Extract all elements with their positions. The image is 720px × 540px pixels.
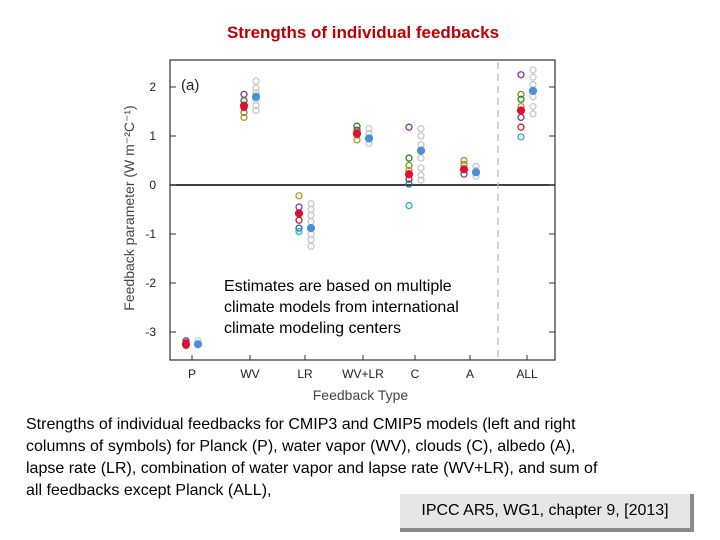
x-axis-label: Feedback Type	[313, 387, 409, 403]
mean-point	[459, 165, 469, 174]
model-point	[417, 164, 425, 172]
y-tick-label: -2	[145, 276, 156, 290]
citation-box: IPCC AR5, WG1, chapter 9, [2013]	[400, 494, 694, 532]
model-point	[517, 133, 525, 141]
model-point	[529, 66, 537, 74]
y-tick-label: 0	[149, 178, 156, 192]
mean-point	[352, 129, 362, 138]
x-tick-label: A	[466, 367, 474, 381]
mean-point	[404, 170, 414, 179]
annotation: Estimates are based on multiple climate …	[224, 276, 504, 339]
annotation-line: climate modeling centers	[224, 320, 401, 337]
mean-point	[193, 340, 203, 349]
mean-point	[239, 101, 249, 110]
mean-point	[306, 224, 316, 233]
mean-point	[294, 209, 304, 218]
model-point	[295, 227, 303, 236]
model-point	[307, 205, 315, 214]
model-point	[517, 90, 525, 98]
panel-label: (a)	[181, 77, 199, 94]
model-point	[529, 80, 537, 89]
model-point	[517, 95, 525, 103]
annotation-line: climate models from international	[224, 299, 459, 316]
model-point	[240, 90, 248, 98]
mean-point	[528, 86, 538, 96]
caption: Strengths of individual feedbacks for CM…	[26, 414, 706, 502]
y-tick-label: -1	[145, 227, 156, 241]
x-tick-label: WV	[240, 367, 259, 381]
model-point	[460, 156, 468, 165]
slide-title: Strengths of individual feedbacks	[226, 23, 500, 42]
model-point	[405, 180, 413, 188]
mean-point	[251, 92, 261, 101]
model-point	[529, 73, 537, 81]
mean-point	[471, 168, 481, 177]
model-point	[405, 154, 413, 162]
mean-point	[181, 340, 191, 349]
caption-line: columns of symbols) for Planck (P), wate…	[26, 438, 576, 455]
x-tick-label: C	[411, 367, 420, 381]
model-point	[417, 176, 425, 184]
model-point	[295, 192, 303, 200]
x-tick-label: LR	[297, 367, 313, 381]
x-tick-label: WV+LR	[342, 367, 384, 381]
model-point	[405, 201, 413, 210]
model-point	[307, 236, 315, 244]
model-point	[417, 132, 425, 140]
model-point	[307, 199, 315, 208]
model-point	[252, 77, 260, 85]
model-point	[252, 106, 260, 115]
caption-line: Strengths of individual feedbacks for CM…	[26, 416, 576, 433]
model-point	[240, 113, 248, 122]
y-tick-label: -3	[145, 325, 156, 339]
model-point	[417, 124, 425, 133]
model-point	[252, 101, 260, 110]
caption-line: all feedbacks except Planck (ALL),	[26, 482, 272, 499]
model-point	[307, 211, 315, 220]
mean-point	[364, 134, 374, 143]
model-point	[417, 171, 425, 179]
model-point	[295, 203, 303, 211]
mean-point	[516, 106, 526, 115]
model-point	[295, 224, 303, 232]
model-point	[307, 242, 315, 250]
x-tick-label: ALL	[516, 367, 538, 381]
y-tick-label: 2	[149, 80, 156, 94]
annotation-line: Estimates are based on multiple	[224, 278, 452, 295]
model-point	[353, 122, 361, 130]
y-tick-label: 1	[149, 129, 156, 143]
mean-point	[416, 146, 426, 155]
model-point	[405, 161, 413, 170]
model-point	[517, 123, 525, 131]
model-point	[529, 102, 537, 111]
model-point	[517, 113, 525, 122]
model-point	[295, 216, 303, 224]
model-point	[405, 123, 413, 131]
model-point	[365, 124, 373, 133]
model-point	[529, 110, 537, 118]
model-point	[307, 218, 315, 226]
model-point	[517, 71, 525, 79]
model-point	[252, 84, 260, 92]
model-point	[417, 154, 425, 162]
caption-line: lapse rate (LR), combination of water va…	[26, 460, 598, 477]
marks-layer	[181, 66, 538, 350]
x-tick-label: P	[188, 367, 196, 381]
axes-layer: -3 -2 -1 0 1 2 P WV LR WV+LR C A ALL Feedback Type Fee…	[121, 59, 556, 403]
y-axis-label: Feedback parameter (W m⁻²C⁻¹)	[121, 105, 137, 310]
